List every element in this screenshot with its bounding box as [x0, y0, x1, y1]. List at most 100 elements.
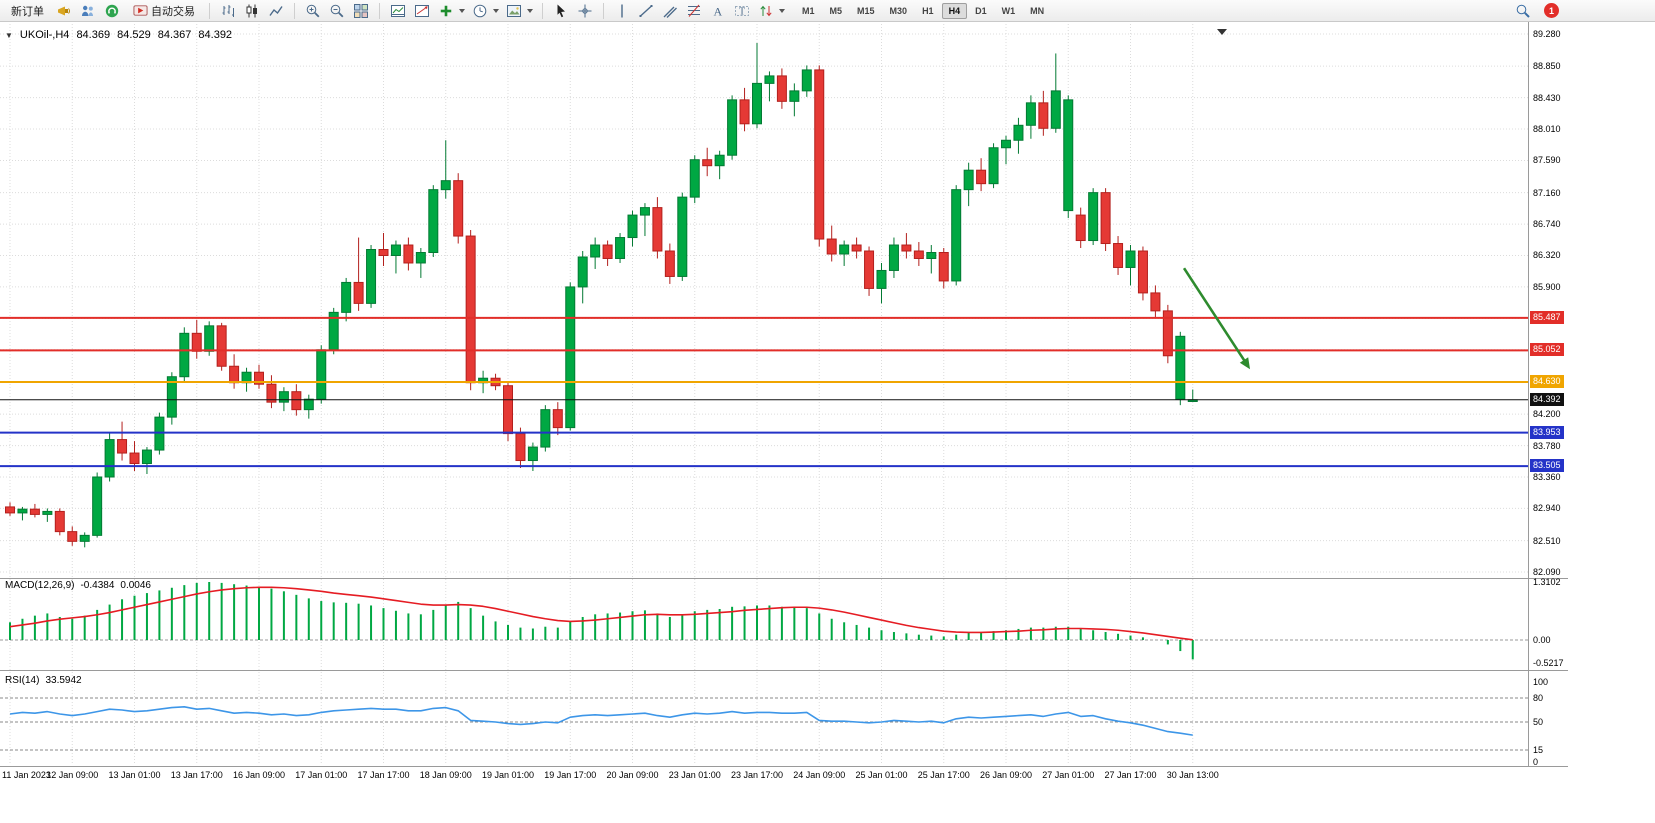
price-chart[interactable] — [0, 22, 1655, 786]
price-axis-label: 88.010 — [1533, 124, 1561, 135]
rsi-scale-label: 50 — [1533, 717, 1544, 727]
time-axis-label: 24 Jan 09:00 — [793, 770, 846, 780]
search-icon[interactable] — [1512, 2, 1534, 20]
ohlc-high: 84.529 — [117, 29, 151, 41]
time-axis-label: 12 Jan 09:00 — [46, 770, 99, 780]
time-axis-label: 13 Jan 01:00 — [108, 770, 161, 780]
community-icon[interactable] — [77, 2, 99, 20]
macd-scale-label: -0.5217 — [1533, 658, 1564, 669]
svg-text:T: T — [739, 6, 745, 17]
vertical-line-tool-icon[interactable] — [611, 2, 633, 20]
separator — [603, 2, 604, 19]
candlestick-chart-icon[interactable] — [241, 2, 263, 20]
price-axis-label: 83.780 — [1533, 440, 1561, 451]
time-axis-label: 20 Jan 09:00 — [606, 770, 659, 780]
timeframe-m1[interactable]: M1 — [795, 3, 822, 19]
fibonacci-tool-icon[interactable] — [683, 2, 705, 20]
price-axis-label: 85.900 — [1533, 281, 1561, 292]
timeframe-m15[interactable]: M15 — [850, 3, 882, 19]
channel-tool-icon[interactable] — [659, 2, 681, 20]
timeframe-m30[interactable]: M30 — [883, 3, 915, 19]
timeframe-m5[interactable]: M5 — [823, 3, 850, 19]
price-axis-label: 87.590 — [1533, 155, 1561, 166]
megaphone-icon[interactable] — [53, 2, 75, 20]
price-line-label: 84.630 — [1530, 374, 1564, 388]
time-axis-label: 18 Jan 09:00 — [419, 770, 472, 780]
toolbar: 新订单 自动交易 — [0, 0, 1655, 22]
period-clock-icon[interactable] — [469, 2, 491, 20]
zoom-in-icon[interactable] — [302, 2, 324, 20]
time-axis-label: 27 Jan 17:00 — [1104, 770, 1157, 780]
tile-windows-icon[interactable] — [350, 2, 372, 20]
time-axis-label: 23 Jan 01:00 — [668, 770, 721, 780]
time-axis-label: 19 Jan 17:00 — [544, 770, 597, 780]
chart-template-icon[interactable] — [503, 2, 525, 20]
text-tool-icon[interactable]: A — [707, 2, 729, 20]
toolbar-right: 1 — [1512, 2, 1651, 20]
label-tool-icon[interactable]: T — [731, 2, 753, 20]
crosshair-icon[interactable] — [574, 2, 596, 20]
auto-trading-button[interactable]: 自动交易 — [125, 0, 202, 23]
separator — [294, 2, 295, 19]
rsi-scale-label: 0 — [1533, 757, 1539, 767]
macd-label: MACD(12,26,9) — [5, 580, 75, 591]
price-line-label: 84.392 — [1530, 392, 1564, 406]
macd-header: MACD(12,26,9) -0.4384 0.0046 — [5, 580, 151, 591]
macd-scale-label: 0.00 — [1533, 635, 1551, 645]
line-chart-icon[interactable] — [265, 2, 287, 20]
arrows-tool-icon[interactable] — [755, 2, 777, 20]
time-axis-label: 16 Jan 09:00 — [232, 770, 286, 780]
template-dropdown[interactable] — [527, 8, 533, 13]
ohlc-close: 84.392 — [198, 29, 233, 41]
rsi-scale-label: 100 — [1533, 677, 1549, 687]
auto-trading-icon — [132, 2, 148, 20]
time-axis-label: 13 Jan 17:00 — [170, 770, 223, 780]
period-dropdown[interactable] — [493, 8, 499, 13]
timeframe-w1[interactable]: W1 — [995, 3, 1023, 19]
chart-shift-marker[interactable] — [1217, 29, 1227, 35]
ohlc-open: 84.369 — [76, 29, 111, 41]
rsi-scale-label: 15 — [1533, 745, 1544, 755]
chart-header: ▼ UKOil-,H4 84.369 84.529 84.367 84.392 — [5, 29, 232, 41]
svg-text:A: A — [714, 4, 723, 18]
bar-chart-icon[interactable] — [217, 2, 239, 20]
timeframe-buttons: M1 M5 M15 M30 H1 H4 D1 W1 MN — [795, 2, 1051, 19]
add-indicator-icon[interactable] — [435, 2, 457, 20]
new-order-button[interactable]: 新订单 — [4, 0, 51, 22]
price-line-label: 83.505 — [1530, 459, 1564, 473]
objects-window-icon[interactable] — [411, 2, 433, 20]
timeframe-mn[interactable]: MN — [1023, 3, 1051, 19]
notification-badge[interactable]: 1 — [1544, 3, 1559, 18]
timeframe-h4[interactable]: H4 — [941, 2, 968, 19]
arrows-dropdown[interactable] — [779, 8, 785, 13]
add-indicator-dropdown[interactable] — [459, 8, 465, 13]
macd-signal-value: 0.0046 — [120, 580, 151, 591]
price-line-label: 85.052 — [1530, 343, 1564, 357]
rsi-header: RSI(14) 33.5942 — [5, 675, 82, 686]
price-axis-label: 82.510 — [1533, 535, 1561, 546]
chart-symbol-period: UKOil-,H4 — [19, 29, 70, 41]
time-axis-label: 23 Jan 17:00 — [730, 770, 784, 780]
time-axis-label: 19 Jan 01:00 — [481, 770, 535, 780]
ohlc-low: 84.367 — [157, 29, 192, 41]
rsi-scale-label: 80 — [1533, 693, 1544, 703]
price-line-label: 85.487 — [1530, 310, 1564, 324]
trendline-tool-icon[interactable] — [635, 2, 657, 20]
time-axis-label: 17 Jan 01:00 — [295, 770, 348, 780]
time-axis-label: 25 Jan 17:00 — [917, 770, 970, 780]
indicator-window-icon[interactable] — [387, 2, 409, 20]
rsi-label: RSI(14) — [5, 675, 40, 686]
cursor-icon[interactable] — [550, 2, 572, 20]
one-click-trading-toggle[interactable]: ▼ — [5, 30, 13, 40]
price-axis-label: 82.090 — [1533, 567, 1561, 578]
timeframe-h1[interactable]: H1 — [915, 3, 941, 19]
timeframe-d1[interactable]: D1 — [968, 3, 994, 19]
support-icon[interactable] — [101, 2, 123, 20]
zoom-out-icon[interactable] — [326, 2, 348, 20]
time-axis-label: 17 Jan 17:00 — [357, 770, 410, 780]
time-axis-label: 11 Jan 2023 — [2, 770, 51, 780]
macd-scale-label: 1.3102 — [1533, 576, 1561, 587]
time-axis-label: 27 Jan 01:00 — [1042, 770, 1095, 780]
separator — [542, 2, 543, 19]
price-axis-label: 84.200 — [1533, 409, 1561, 420]
